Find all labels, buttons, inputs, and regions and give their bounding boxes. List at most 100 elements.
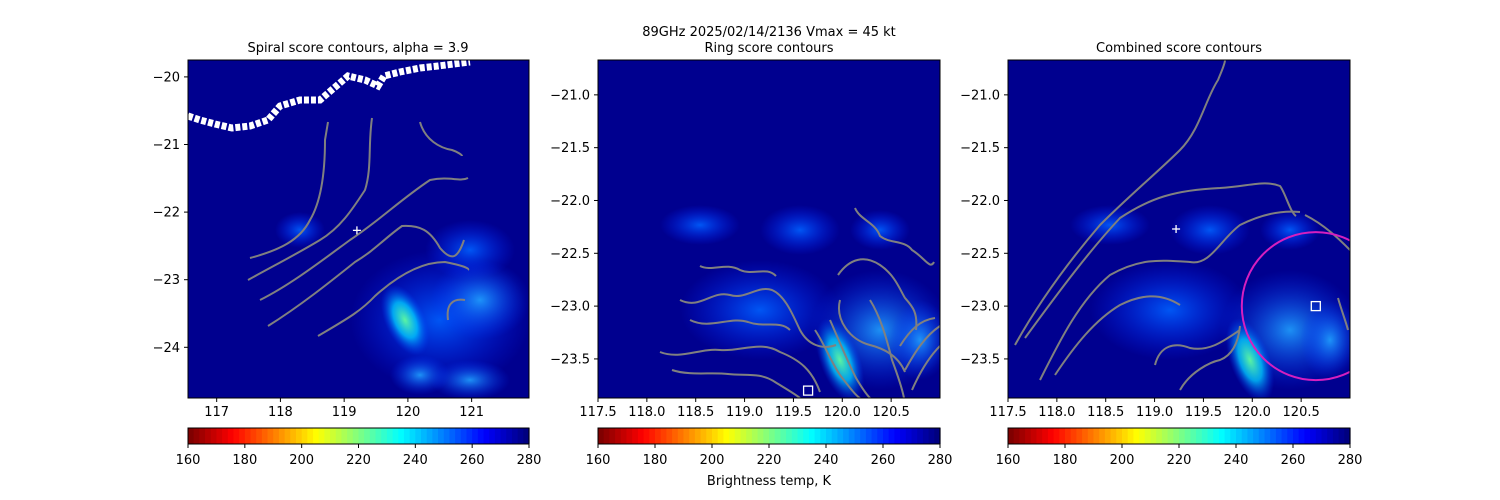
colorbar-segment (205, 428, 212, 444)
colorbar-segment (660, 428, 667, 444)
colorbar-segment (341, 428, 348, 444)
colorbar-segment (1201, 428, 1209, 444)
colorbar-segment (848, 428, 856, 444)
colorbar-segment (1167, 428, 1174, 444)
colorbar-segment (330, 428, 337, 444)
colorbar-segment (911, 428, 918, 444)
colorbar-segment (222, 428, 229, 444)
colorbar-tick-label: 280 (517, 453, 542, 468)
colorbar-segment (1293, 428, 1300, 444)
colorbar-segment (1082, 428, 1089, 444)
colorbar-segment (1025, 428, 1032, 444)
colorbar-segment (460, 428, 468, 444)
y-tick-label: −21 (153, 138, 180, 153)
figure-suptitle: 89GHz 2025/02/14/2136 Vmax = 45 kt (642, 25, 896, 40)
colorbar-segment (449, 428, 456, 444)
x-tick-label: 120 (395, 405, 420, 420)
y-tick-label: −22.5 (960, 247, 1000, 262)
x-tick-label: 120.0 (1234, 405, 1271, 420)
colorbar-segment (267, 428, 274, 444)
colorbar-segment (740, 428, 747, 444)
colorbar-segment (808, 428, 816, 444)
colorbar-segment (472, 428, 479, 444)
colorbar-segment (369, 428, 377, 444)
colorbar-segment (1253, 428, 1260, 444)
colorbar-segment (216, 428, 223, 444)
x-tick-label: 119.5 (1185, 405, 1222, 420)
y-tick-label: −21.5 (550, 141, 590, 156)
colorbar-segment (455, 428, 462, 444)
y-tick-label: −22 (153, 206, 180, 221)
colorbar-segment (324, 428, 331, 444)
colorbar-segment (307, 428, 314, 444)
x-tick-label: 119.0 (726, 405, 763, 420)
colorbar-segment (1104, 428, 1112, 444)
colorbar-tick-label: 280 (928, 453, 953, 468)
y-tick-label: −22.0 (960, 194, 1000, 209)
colorbar-segment (1258, 428, 1266, 444)
colorbar-segment (523, 428, 530, 444)
colorbar-segment (415, 428, 422, 444)
colorbar-segment (227, 428, 235, 444)
panel-spiral-image (188, 60, 529, 398)
x-tick-label: 118 (268, 405, 293, 420)
colorbar-segment (1270, 428, 1277, 444)
colorbar-tick-label: 180 (1053, 453, 1078, 468)
ring-center-marker (802, 385, 814, 396)
colorbar-segment (1036, 428, 1043, 444)
colorbar-segment (632, 428, 639, 444)
colorbar-segment (922, 428, 930, 444)
x-tick-label: 120.0 (824, 405, 861, 420)
x-tick-label: 117 (204, 405, 229, 420)
y-tick-label: −22.0 (550, 194, 590, 209)
x-tick-label: 118.5 (677, 405, 714, 420)
x-tick-label: 121 (459, 405, 484, 420)
colorbar-segment (746, 428, 753, 444)
colorbar-tick-label: 200 (289, 453, 314, 468)
colorbar-segment (477, 428, 485, 444)
colorbar-segment (1230, 428, 1237, 444)
colorbar-segment (500, 428, 507, 444)
colorbar-segment (871, 428, 878, 444)
colorbar-tick-label: 240 (814, 453, 839, 468)
colorbar-segment (666, 428, 673, 444)
colorbar-tick-label: 220 (1167, 453, 1192, 468)
colorbar-segment (717, 428, 724, 444)
colorbar-segment (780, 428, 787, 444)
colorbar-2: 160 180 200 220 240 260 280 (586, 427, 953, 468)
colorbar-segment (877, 428, 884, 444)
panel-combined-axes: 117.5 118.0 118.5 119.0 119.5 120.0 120.5 −21.0… (960, 88, 1320, 420)
y-tick-label: −23.0 (960, 300, 1000, 315)
colorbar-segment (261, 428, 269, 444)
colorbar-segment (603, 428, 610, 444)
colorbar-segment (1213, 428, 1220, 444)
colorbar-segment (655, 428, 662, 444)
colorbar-segment (1099, 428, 1106, 444)
colorbar-segment (438, 428, 445, 444)
colorbar-segment (1116, 428, 1123, 444)
colorbar-1: 160 180 200 220 240 260 280 (176, 427, 542, 468)
colorbar-segment (826, 428, 833, 444)
colorbar-segment (352, 428, 360, 444)
colorbar-tick-label: 220 (346, 453, 371, 468)
colorbar-segment (381, 428, 388, 444)
colorbar-segment (1161, 428, 1169, 444)
colorbar-segment (188, 428, 195, 444)
colorbar-segment (386, 428, 394, 444)
colorbar-segment (1070, 428, 1077, 444)
colorbar-segment (723, 428, 730, 444)
colorbar-segment (905, 428, 913, 444)
colorbar-segment (1287, 428, 1294, 444)
colorbar-segment (426, 428, 433, 444)
combined-center-marker (1310, 300, 1321, 312)
colorbar-segment (649, 428, 656, 444)
colorbar-segment (1264, 428, 1271, 444)
colorbar-label: Brightness temp, K (707, 474, 832, 489)
y-tick-label: −21.0 (960, 88, 1000, 103)
colorbar-segment (1047, 428, 1055, 444)
colorbar-tick-label: 220 (757, 453, 782, 468)
colorbar-segment (364, 428, 371, 444)
panel-ring: Ring score contours (550, 41, 941, 420)
panel-combined-image (1008, 60, 1350, 398)
colorbar-tick-label: 160 (586, 453, 611, 468)
